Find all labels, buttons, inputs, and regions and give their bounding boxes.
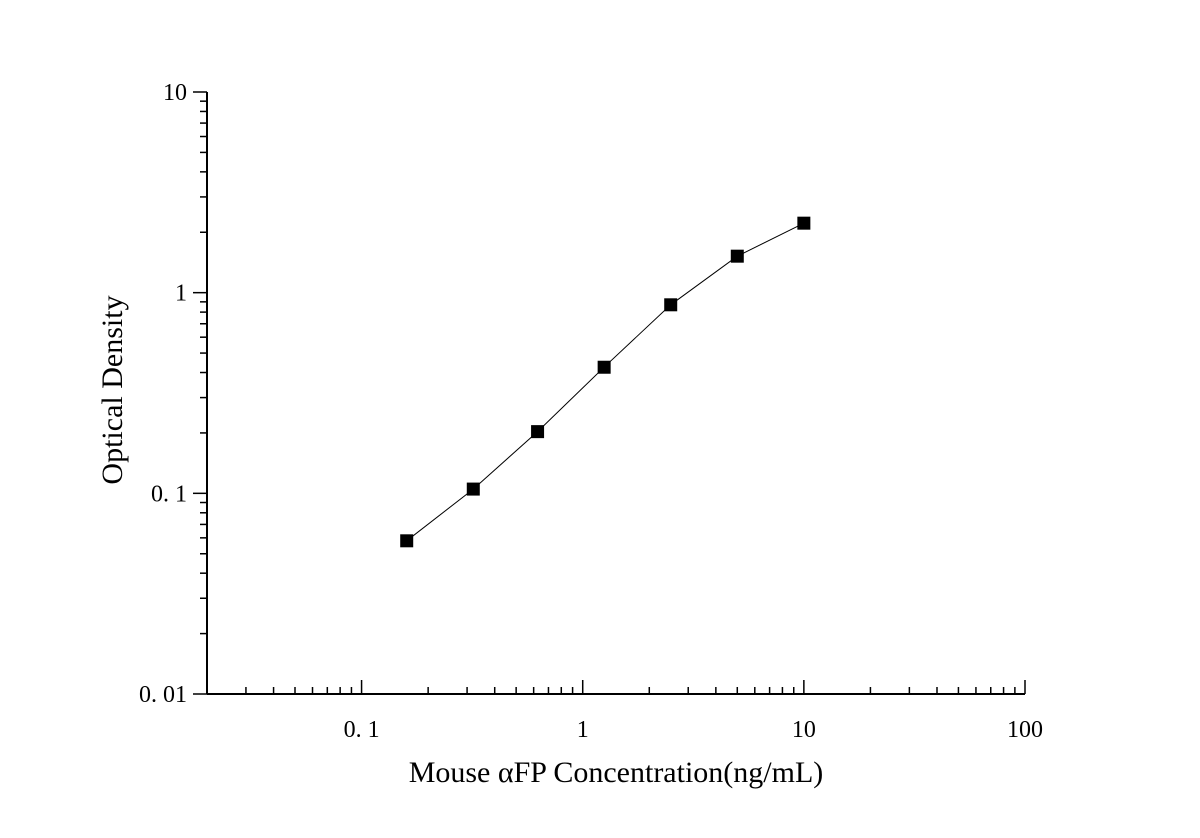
x-tick-label: 1 (577, 717, 589, 743)
data-point (400, 534, 414, 548)
x-tick-label: 0. 1 (344, 717, 380, 743)
y-tick-label: 1 (175, 281, 187, 307)
data-point (797, 216, 811, 230)
data-point (664, 298, 678, 312)
x-tick-label: 100 (1007, 717, 1043, 743)
y-minor-ticks (200, 100, 207, 635)
y-axis-title: Optical Density (96, 295, 129, 484)
data-point (730, 249, 744, 263)
y-tick-label: 0. 1 (151, 481, 187, 507)
x-tick-label: 10 (792, 717, 816, 743)
data-point (466, 482, 480, 496)
y-tick-labels: 0. 01 0. 1 1 10 (139, 80, 187, 708)
x-major-ticks (360, 680, 1026, 694)
x-axis-title: Mouse αFP Concentration(ng/mL) (409, 756, 824, 789)
y-major-ticks (193, 91, 207, 695)
data-point (597, 360, 611, 374)
x-minor-ticks (206, 687, 1016, 694)
series-line (406, 222, 805, 542)
y-tick-label: 0. 01 (139, 682, 187, 708)
data-points (400, 216, 811, 548)
y-tick-label: 10 (163, 80, 187, 106)
data-point (531, 425, 545, 439)
x-tick-labels: 0. 1 1 10 100 (344, 717, 1043, 743)
